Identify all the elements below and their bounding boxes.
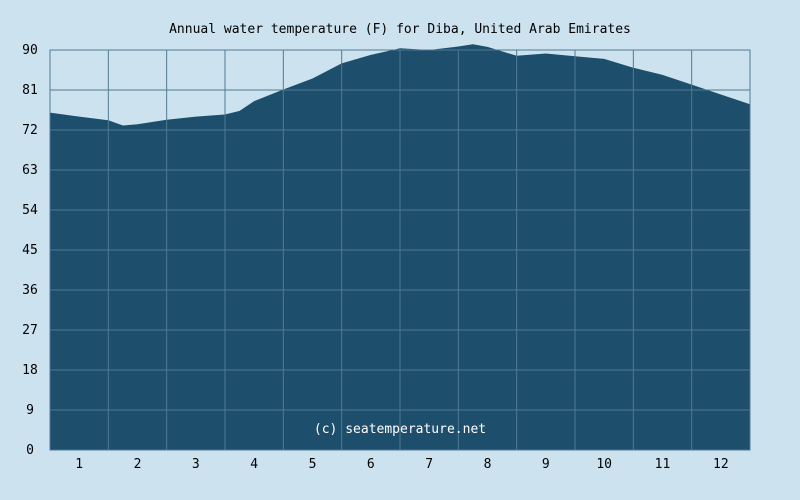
y-tick-label: 54 [22, 203, 38, 218]
x-tick-label: 9 [542, 457, 550, 472]
y-tick-label: 72 [22, 123, 38, 138]
plot-frame [49, 49, 751, 451]
x-tick-label: 11 [655, 457, 671, 472]
y-tick-label: 27 [22, 323, 38, 338]
x-axis-ticks: 1 2 3 4 5 6 7 8 9 10 11 12 [75, 457, 728, 472]
x-tick-label: 2 [134, 457, 142, 472]
y-tick-label: 18 [22, 363, 38, 378]
y-tick-label: 90 [22, 43, 38, 58]
x-tick-label: 6 [367, 457, 375, 472]
y-tick-label: 36 [22, 283, 38, 298]
x-tick-label: 7 [425, 457, 433, 472]
credit-text: (c) seatemperature.net [314, 422, 486, 437]
chart-title: Annual water temperature (F) for Diba, U… [169, 22, 631, 37]
x-tick-label: 12 [713, 457, 729, 472]
y-tick-label: 45 [22, 243, 38, 258]
y-tick-label: 81 [22, 83, 38, 98]
plot-area [49, 44, 751, 451]
x-tick-label: 4 [250, 457, 258, 472]
y-axis-ticks: 0 9 18 27 36 45 54 63 72 81 90 [22, 43, 38, 458]
x-tick-label: 5 [309, 457, 317, 472]
y-tick-label: 9 [26, 403, 34, 418]
x-tick-label: 8 [484, 457, 492, 472]
x-tick-label: 10 [596, 457, 612, 472]
y-tick-label: 0 [26, 443, 34, 458]
y-tick-label: 63 [22, 163, 38, 178]
x-tick-label: 1 [75, 457, 83, 472]
x-tick-label: 3 [192, 457, 200, 472]
